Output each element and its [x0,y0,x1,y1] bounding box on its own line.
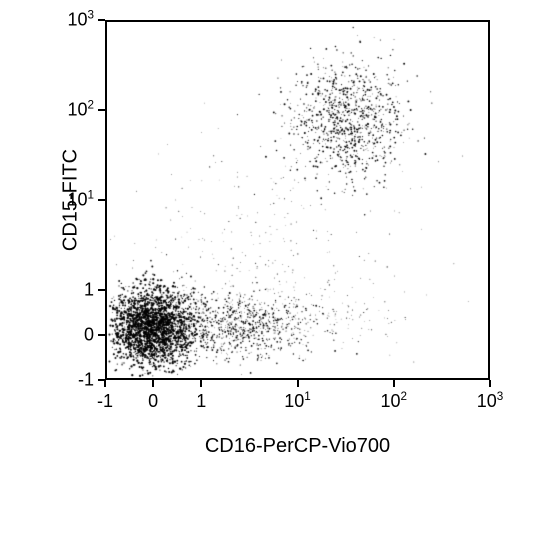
y-tick-mark [98,289,105,291]
y-tick-label: 102 [67,100,94,121]
y-tick-mark [98,334,105,336]
y-tick-mark [98,109,105,111]
y-tick-mark [98,199,105,201]
x-tick-mark [104,380,106,387]
y-tick-label: -1 [78,370,94,391]
x-axis-label: CD16-PerCP-Vio700 [205,435,390,458]
y-tick-mark [98,19,105,21]
x-tick-label: 101 [284,391,311,412]
x-tick-label: 1 [196,391,206,412]
x-tick-mark [297,380,299,387]
x-tick-label: -1 [97,391,113,412]
x-tick-mark [152,380,154,387]
x-tick-label: 103 [477,391,504,412]
x-tick-mark [393,380,395,387]
y-tick-label: 0 [84,325,94,346]
y-tick-mark [98,379,105,381]
x-tick-label: 0 [148,391,158,412]
x-tick-mark [200,380,202,387]
x-tick-mark [489,380,491,387]
scatter-canvas [107,22,488,378]
x-tick-label: 102 [380,391,407,412]
y-tick-label: 101 [67,190,94,211]
y-tick-label: 103 [67,10,94,31]
y-tick-label: 1 [84,280,94,301]
